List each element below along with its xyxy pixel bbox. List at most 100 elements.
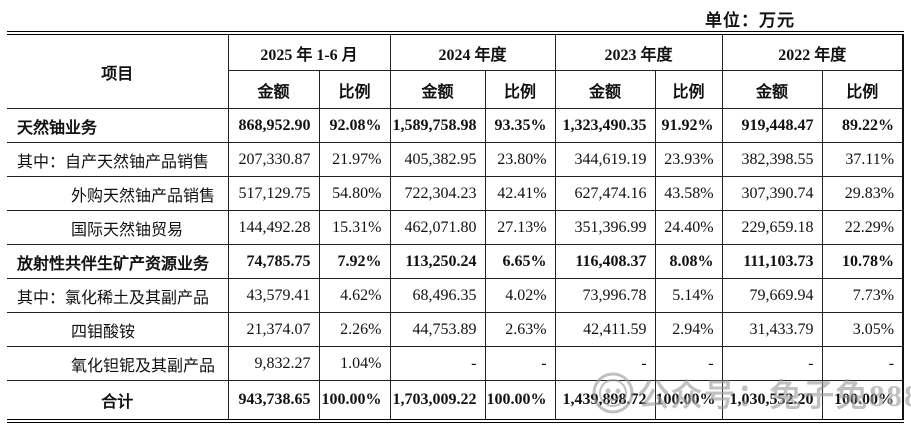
ratio-cell: 5.14% bbox=[654, 278, 723, 313]
table-row: 国际天然铀贸易 144,492.28 15.31% 462,071.80 27.13% 3… bbox=[7, 210, 905, 245]
ratio-cell: 42.41% bbox=[484, 176, 556, 211]
row-label: 外购天然铀产品销售 bbox=[7, 176, 229, 211]
amount-cell: 9,832.27 bbox=[227, 346, 320, 381]
ratio-header: 比例 bbox=[484, 70, 556, 109]
amount-cell: 943,738.65 bbox=[227, 380, 320, 422]
amount-cell: 405,382.95 bbox=[389, 142, 486, 177]
amount-cell: - bbox=[554, 346, 656, 381]
ratio-cell: 10.78% bbox=[821, 244, 905, 279]
ratio-cell: 100.00% bbox=[484, 380, 556, 422]
amount-cell: 207,330.87 bbox=[227, 142, 320, 177]
ratio-cell: 6.65% bbox=[484, 244, 556, 279]
ratio-cell: 4.02% bbox=[484, 278, 556, 313]
amount-cell: 43,579.41 bbox=[227, 278, 320, 313]
amount-cell: 1,703,009.22 bbox=[389, 380, 486, 422]
table-body: 天然铀业务 868,952.90 92.08% 1,589,758.98 93.35% 1… bbox=[7, 108, 905, 422]
table-row: 天然铀业务 868,952.90 92.08% 1,589,758.98 93.35% 1… bbox=[7, 108, 905, 143]
revenue-table: 项目 2025 年 1-6 月 2024 年度 2023 年度 2022 年度 … bbox=[7, 31, 905, 423]
amount-cell: - bbox=[389, 346, 486, 381]
amount-cell: 1,589,758.98 bbox=[389, 108, 486, 143]
amount-cell: 919,448.47 bbox=[721, 108, 823, 143]
table-row: 放射性共伴生矿产资源业务 74,785.75 7.92% 113,250.24 6.65… bbox=[7, 244, 905, 279]
table-row: 外购天然铀产品销售 517,129.75 54.80% 722,304.23 42.41… bbox=[7, 176, 905, 211]
ratio-cell: 27.13% bbox=[484, 210, 556, 245]
amount-cell: 79,669.94 bbox=[721, 278, 823, 313]
amount-cell: 68,496.35 bbox=[389, 278, 486, 313]
amount-cell: 113,250.24 bbox=[389, 244, 486, 279]
ratio-cell: 93.35% bbox=[484, 108, 556, 143]
ratio-cell: 29.83% bbox=[821, 176, 905, 211]
amount-cell: 1,323,490.35 bbox=[554, 108, 656, 143]
amount-cell: 1,439,898.72 bbox=[554, 380, 656, 422]
table-row: 合计 943,738.65 100.00% 1,703,009.22 100.00% 1,… bbox=[7, 380, 905, 422]
ratio-cell: 100.00% bbox=[318, 380, 391, 422]
amount-cell: 21,374.07 bbox=[227, 312, 320, 347]
ratio-header: 比例 bbox=[654, 70, 723, 109]
ratio-cell: 100.00% bbox=[821, 380, 905, 422]
amount-cell: 722,304.23 bbox=[389, 176, 486, 211]
ratio-cell: 100.00% bbox=[654, 380, 723, 422]
row-label: 放射性共伴生矿产资源业务 bbox=[7, 244, 229, 279]
amount-cell: 307,390.74 bbox=[721, 176, 823, 211]
amount-cell: 382,398.55 bbox=[721, 142, 823, 177]
row-label: 国际天然铀贸易 bbox=[7, 210, 229, 245]
ratio-cell: - bbox=[484, 346, 556, 381]
amount-cell: 31,433.79 bbox=[721, 312, 823, 347]
ratio-cell: 2.26% bbox=[318, 312, 391, 347]
period-header-2022: 2022 年度 bbox=[721, 32, 905, 71]
row-label: 合计 bbox=[7, 380, 229, 422]
ratio-cell: 8.08% bbox=[654, 244, 723, 279]
period-header-2024: 2024 年度 bbox=[389, 32, 556, 71]
ratio-cell: 3.05% bbox=[821, 312, 905, 347]
ratio-cell: 2.63% bbox=[484, 312, 556, 347]
header-row-periods: 项目 2025 年 1-6 月 2024 年度 2023 年度 2022 年度 bbox=[7, 32, 905, 109]
row-label: 其中：自产天然铀产品销售 bbox=[7, 142, 229, 177]
period-header-2023: 2023 年度 bbox=[554, 32, 723, 71]
ratio-cell: - bbox=[821, 346, 905, 381]
ratio-cell: 22.29% bbox=[821, 210, 905, 245]
table-row: 其中：自产天然铀产品销售 207,330.87 21.97% 405,382.95 23… bbox=[7, 142, 905, 177]
ratio-cell: 23.93% bbox=[654, 142, 723, 177]
amount-header: 金额 bbox=[228, 70, 320, 109]
table-row: 其中：氯化稀土及其副产品 43,579.41 4.62% 68,496.35 4.02%… bbox=[7, 278, 905, 313]
row-label: 氧化钽铌及其副产品 bbox=[7, 346, 229, 381]
amount-cell: 627,474.16 bbox=[554, 176, 656, 211]
revenue-table-container: 项目 2025 年 1-6 月 2024 年度 2023 年度 2022 年度 … bbox=[7, 31, 905, 423]
amount-cell: 73,996.78 bbox=[554, 278, 656, 313]
amount-cell: 111,103.73 bbox=[721, 244, 823, 279]
amount-cell: 351,396.99 bbox=[554, 210, 656, 245]
amount-cell: 116,408.37 bbox=[554, 244, 656, 279]
amount-header: 金额 bbox=[721, 70, 823, 109]
amount-cell: 1,030,552.20 bbox=[721, 380, 823, 422]
ratio-cell: 89.22% bbox=[821, 108, 905, 143]
amount-cell: 74,785.75 bbox=[227, 244, 320, 279]
ratio-cell: 7.73% bbox=[821, 278, 905, 313]
table-row: 氧化钽铌及其副产品 9,832.27 1.04% - - - - - - bbox=[7, 346, 905, 381]
ratio-header: 比例 bbox=[821, 70, 905, 109]
ratio-cell: 21.97% bbox=[318, 142, 391, 177]
ratio-cell: 23.80% bbox=[484, 142, 556, 177]
amount-cell: 868,952.90 bbox=[227, 108, 320, 143]
ratio-cell: 91.92% bbox=[654, 108, 723, 143]
ratio-cell: 43.58% bbox=[654, 176, 723, 211]
ratio-header: 比例 bbox=[318, 70, 391, 109]
ratio-cell: 92.08% bbox=[318, 108, 391, 143]
amount-cell: - bbox=[721, 346, 823, 381]
ratio-cell: 37.11% bbox=[821, 142, 905, 177]
ratio-cell: 4.62% bbox=[318, 278, 391, 313]
ratio-cell: 2.94% bbox=[654, 312, 723, 347]
table-row: 四钼酸铵 21,374.07 2.26% 44,753.89 2.63% 42,411.5… bbox=[7, 312, 905, 347]
amount-cell: 229,659.18 bbox=[721, 210, 823, 245]
amount-cell: 462,071.80 bbox=[389, 210, 486, 245]
ratio-cell: 7.92% bbox=[318, 244, 391, 279]
ratio-cell: 54.80% bbox=[318, 176, 391, 211]
unit-label: 单位：万元 bbox=[705, 11, 795, 30]
row-label: 其中：氯化稀土及其副产品 bbox=[7, 278, 229, 313]
amount-cell: 44,753.89 bbox=[389, 312, 486, 347]
amount-cell: 144,492.28 bbox=[227, 210, 320, 245]
ratio-cell: 1.04% bbox=[318, 346, 391, 381]
amount-header: 金额 bbox=[554, 70, 656, 109]
ratio-cell: - bbox=[654, 346, 723, 381]
amount-cell: 42,411.59 bbox=[554, 312, 656, 347]
amount-cell: 517,129.75 bbox=[227, 176, 320, 211]
